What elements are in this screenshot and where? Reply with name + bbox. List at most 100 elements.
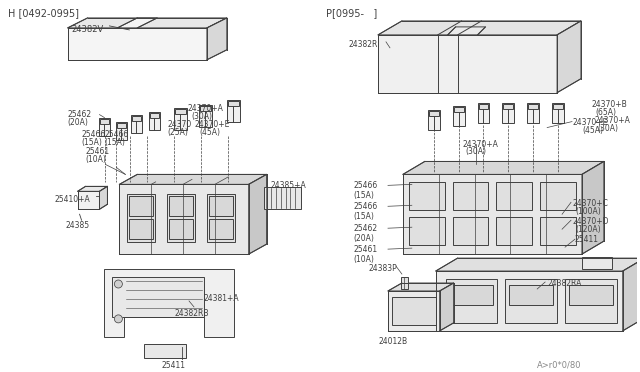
Text: 25466: 25466 xyxy=(81,129,106,138)
Bar xyxy=(149,112,160,129)
Text: (20A): (20A) xyxy=(68,118,88,126)
Text: 24382R: 24382R xyxy=(348,40,378,49)
Bar xyxy=(479,104,488,109)
Polygon shape xyxy=(249,174,267,254)
Bar xyxy=(565,279,617,323)
Bar xyxy=(540,182,576,210)
Text: 24370+A: 24370+A xyxy=(595,116,631,125)
Bar xyxy=(207,194,235,242)
Bar xyxy=(99,118,111,135)
Polygon shape xyxy=(120,185,249,254)
Text: 24382V: 24382V xyxy=(72,25,104,34)
Text: 24370+C: 24370+C xyxy=(572,199,608,208)
Polygon shape xyxy=(403,174,582,254)
Bar xyxy=(552,103,564,122)
Bar xyxy=(131,115,142,132)
Bar xyxy=(264,187,301,209)
Text: H [0492-0995]: H [0492-0995] xyxy=(8,8,79,18)
Polygon shape xyxy=(388,291,440,331)
Polygon shape xyxy=(120,174,267,185)
Bar xyxy=(127,194,155,242)
Bar xyxy=(409,182,445,210)
Text: 25466: 25466 xyxy=(353,182,378,190)
Polygon shape xyxy=(378,21,581,35)
Text: (100A): (100A) xyxy=(575,207,601,216)
Bar xyxy=(117,122,126,128)
Bar xyxy=(209,219,233,239)
Bar xyxy=(199,105,212,126)
Polygon shape xyxy=(436,271,623,331)
Polygon shape xyxy=(68,28,207,60)
Text: 25466: 25466 xyxy=(104,129,129,138)
Text: (15A): (15A) xyxy=(104,138,125,147)
Text: 25461: 25461 xyxy=(86,147,109,157)
Text: 25462: 25462 xyxy=(68,110,92,119)
Bar xyxy=(227,100,240,122)
Bar xyxy=(428,110,440,129)
Polygon shape xyxy=(77,191,99,209)
Bar xyxy=(113,277,204,317)
Bar xyxy=(167,194,195,242)
Polygon shape xyxy=(582,161,604,254)
Text: (10A): (10A) xyxy=(353,255,374,264)
Text: (15A): (15A) xyxy=(353,212,374,221)
Polygon shape xyxy=(388,283,454,291)
Bar xyxy=(175,109,186,113)
Polygon shape xyxy=(436,258,640,271)
Bar xyxy=(509,285,553,305)
Text: 25461: 25461 xyxy=(353,245,378,254)
Text: (25A): (25A) xyxy=(167,128,188,137)
Text: (45A): (45A) xyxy=(199,128,220,137)
Bar xyxy=(540,217,576,245)
Polygon shape xyxy=(623,258,640,331)
Text: 24385+A: 24385+A xyxy=(271,182,307,190)
Text: 25466: 25466 xyxy=(353,202,378,211)
Polygon shape xyxy=(378,35,557,93)
Text: 24370+E: 24370+E xyxy=(195,119,230,129)
Text: A>r0*0/80: A>r0*0/80 xyxy=(537,361,582,370)
Bar xyxy=(502,103,515,122)
Polygon shape xyxy=(104,269,234,337)
Circle shape xyxy=(115,315,122,323)
Text: 25462: 25462 xyxy=(353,224,378,233)
Bar xyxy=(150,113,159,118)
Bar xyxy=(450,285,493,305)
Text: 24382RA: 24382RA xyxy=(547,279,582,288)
Text: (30A): (30A) xyxy=(191,112,212,121)
Bar xyxy=(445,279,497,323)
Text: 24383P: 24383P xyxy=(368,264,397,273)
Polygon shape xyxy=(77,186,108,191)
Text: 24382RB: 24382RB xyxy=(174,309,209,318)
Text: (30A): (30A) xyxy=(597,124,618,132)
Text: (15A): (15A) xyxy=(81,138,102,147)
Bar xyxy=(174,108,187,129)
Text: 24012B: 24012B xyxy=(378,337,407,346)
Text: (10A): (10A) xyxy=(86,155,106,164)
Bar xyxy=(401,277,408,289)
Text: 24385: 24385 xyxy=(66,221,90,230)
Bar xyxy=(129,196,153,216)
Bar xyxy=(452,106,465,126)
Text: 24381+A: 24381+A xyxy=(204,294,239,303)
Bar xyxy=(409,217,445,245)
Polygon shape xyxy=(99,186,108,209)
Bar xyxy=(497,217,532,245)
Polygon shape xyxy=(440,283,454,331)
Polygon shape xyxy=(557,21,581,93)
Bar xyxy=(569,285,612,305)
Text: (120A): (120A) xyxy=(575,225,600,234)
Bar xyxy=(144,344,186,358)
Bar xyxy=(169,196,193,216)
Polygon shape xyxy=(207,18,227,60)
Bar xyxy=(528,104,538,109)
Bar xyxy=(527,103,539,122)
Bar xyxy=(200,106,211,110)
Circle shape xyxy=(115,280,122,288)
Text: 25411: 25411 xyxy=(161,361,185,370)
Bar xyxy=(506,279,557,323)
Bar xyxy=(477,103,490,122)
Bar xyxy=(132,116,141,121)
Polygon shape xyxy=(68,18,227,28)
Text: P[0995-   ]: P[0995- ] xyxy=(326,8,378,18)
Bar xyxy=(228,101,239,106)
